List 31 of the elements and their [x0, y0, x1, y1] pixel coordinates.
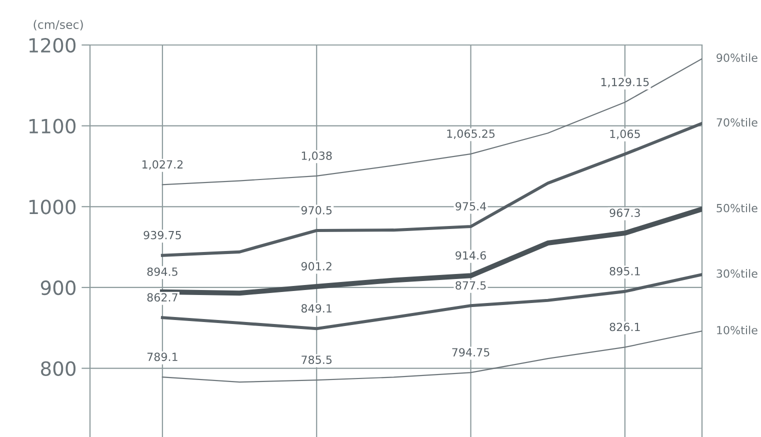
data-label: 1,065.25: [447, 129, 495, 140]
data-label: 914.6: [456, 251, 486, 260]
y-tick-label: 1100: [29, 118, 76, 134]
data-label: 1,065: [610, 130, 640, 140]
data-label: 894.5: [147, 267, 178, 276]
data-label: 1,129.15: [601, 78, 649, 88]
data-label: 789.1: [147, 352, 178, 362]
data-label: 785.5: [302, 356, 332, 364]
data-label: 975.4: [456, 202, 486, 210]
series-label: 70%tile: [716, 118, 758, 127]
data-label: 970.5: [301, 206, 332, 214]
y-tick-label: 800: [41, 361, 76, 376]
data-label: 826.1: [610, 322, 640, 332]
data-label: 877.5: [456, 281, 486, 290]
data-label: 794.75: [452, 348, 490, 356]
series-label: 30%tile: [716, 269, 758, 278]
y-axis-title: (cm/sec): [34, 20, 83, 30]
series-label: 10%tile: [717, 326, 758, 334]
data-label: 1,038: [302, 151, 332, 162]
y-tick-label: 900: [40, 280, 76, 296]
data-label: 895.1: [610, 266, 640, 276]
data-label: 1,027.2: [142, 160, 183, 170]
series-label: 50%tile: [716, 204, 758, 212]
data-label: 939.75: [144, 230, 181, 240]
y-tick-label: 1200: [29, 38, 76, 53]
data-label: 901.2: [301, 262, 332, 270]
data-label: 967.3: [610, 208, 640, 218]
y-tick-label: 1000: [29, 200, 76, 214]
data-label: 849.1: [301, 304, 332, 313]
data-label: 862.7: [147, 293, 178, 302]
series-label: 90%tile: [716, 53, 758, 62]
